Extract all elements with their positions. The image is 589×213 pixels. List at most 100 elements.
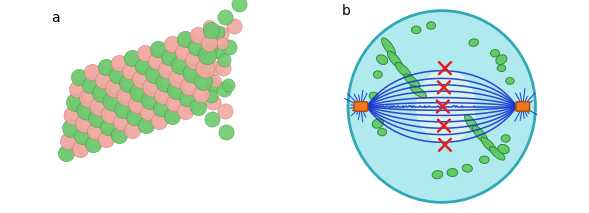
Point [151,60,161,63]
Point [140,52,150,55]
Point [64,139,73,142]
Point [136,77,145,81]
Point [156,106,166,109]
Point [62,152,71,155]
Point [154,119,164,122]
Point [189,58,198,62]
Ellipse shape [465,115,478,132]
Point [160,81,170,84]
Point [88,70,97,74]
Point [103,125,112,128]
Ellipse shape [369,92,378,100]
Ellipse shape [348,11,535,202]
Point [110,86,119,90]
Point [167,114,177,118]
Point [206,94,216,98]
Point [130,115,139,119]
Point [234,3,244,6]
Ellipse shape [505,78,514,84]
Point [101,138,111,141]
Ellipse shape [479,156,489,164]
Ellipse shape [447,168,458,177]
Ellipse shape [426,22,436,29]
Point [97,91,106,95]
Point [108,99,117,103]
Point [224,45,233,49]
Point [176,63,185,66]
Point [88,142,97,146]
Point [200,66,210,70]
Point [229,24,239,27]
Point [220,88,229,91]
Point [105,112,115,115]
Point [143,111,153,114]
Point [163,68,172,71]
Point [90,130,100,133]
Ellipse shape [410,85,426,98]
Point [77,134,87,138]
Point [127,56,137,60]
Ellipse shape [472,126,488,143]
Point [72,88,82,91]
Point [66,126,75,130]
Ellipse shape [496,55,507,65]
Point [183,97,192,100]
Point [114,61,124,64]
Point [112,74,121,77]
Point [138,64,148,68]
Point [202,54,211,57]
Point [99,78,108,82]
Ellipse shape [481,137,497,153]
Point [196,92,205,95]
Point [101,66,110,69]
Ellipse shape [498,144,509,154]
Ellipse shape [395,62,412,78]
Point [134,90,144,93]
Point [92,117,102,120]
Point [213,49,223,53]
Ellipse shape [373,71,382,78]
Point [206,28,216,32]
Point [171,89,181,92]
Point [170,101,179,105]
Point [208,118,217,121]
Point [75,147,84,150]
Point [202,66,211,70]
Ellipse shape [404,74,420,88]
Point [185,84,194,87]
Point [191,46,200,49]
Point [209,83,218,87]
Point [217,32,226,36]
Point [219,58,229,61]
Point [198,79,207,83]
Text: a: a [51,11,60,25]
Point [141,124,150,127]
Ellipse shape [382,38,395,56]
Point [85,83,95,86]
Ellipse shape [388,51,402,68]
Point [114,133,124,136]
Ellipse shape [416,69,476,144]
Point [79,121,88,125]
Point [70,101,80,104]
Point [174,76,183,79]
Point [81,109,91,112]
Ellipse shape [469,39,478,46]
Ellipse shape [462,164,472,172]
Ellipse shape [376,55,388,65]
Point [193,33,203,36]
Point [209,66,219,70]
Point [128,128,137,132]
Point [74,75,84,78]
Point [178,50,187,54]
Point [196,52,205,55]
Point [132,103,141,106]
Point [219,66,228,70]
Ellipse shape [489,147,505,160]
Point [145,98,154,101]
Point [83,96,92,99]
Point [125,69,134,72]
Ellipse shape [432,171,443,179]
Point [94,104,104,107]
Point [154,47,163,50]
